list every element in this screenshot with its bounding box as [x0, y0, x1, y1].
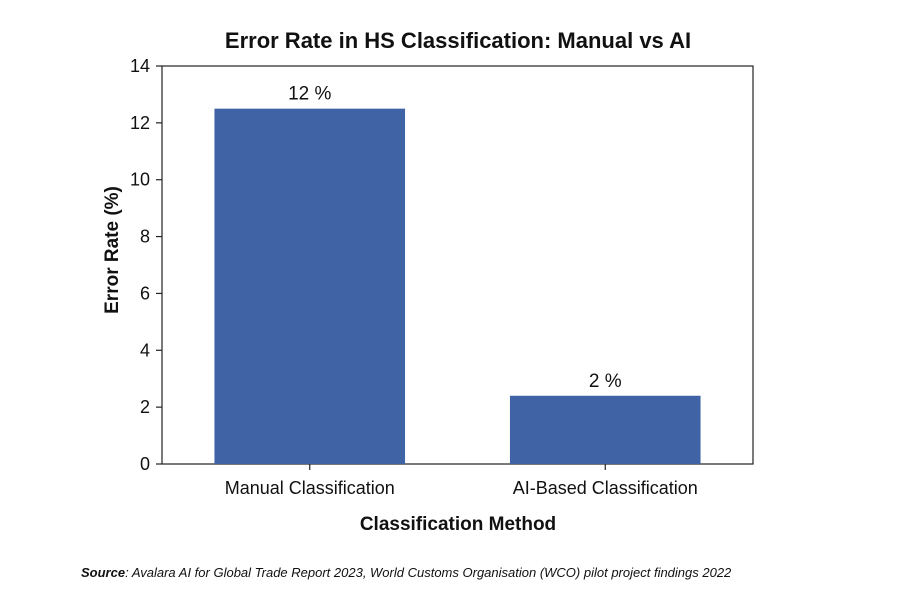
y-axis: 0 2 4 6 8 10 12 14: [130, 56, 162, 474]
y-tick-label: 0: [140, 454, 150, 474]
x-tick-label: Manual Classification: [225, 478, 395, 498]
source-text: : Avalara AI for Global Trade Report 202…: [125, 565, 732, 580]
y-tick-label: 12: [130, 113, 150, 133]
y-tick-label: 4: [140, 340, 150, 360]
bar: [509, 395, 701, 464]
bar: [214, 108, 406, 465]
y-axis-label: Error Rate (%): [102, 186, 123, 314]
y-tick-label: 2: [140, 397, 150, 417]
source-note: Source: Avalara AI for Global Trade Repo…: [81, 565, 881, 580]
y-tick-label: 8: [140, 227, 150, 247]
data-label: 2 %: [589, 371, 622, 392]
y-tick-label: 14: [130, 56, 150, 76]
y-tick-label: 10: [130, 170, 150, 190]
bar-series: 12 % 2 %: [214, 84, 701, 465]
x-axis-label: Classification Method: [360, 514, 556, 535]
x-axis: Manual Classification AI-Based Classifica…: [225, 464, 698, 498]
chart-title: Error Rate in HS Classification: Manual …: [225, 28, 691, 53]
data-label: 12 %: [288, 84, 331, 105]
x-tick-label: AI-Based Classification: [513, 478, 698, 498]
y-tick-label: 6: [140, 283, 150, 303]
plot-area-frame: [161, 65, 754, 465]
source-label: Source: [81, 565, 126, 580]
